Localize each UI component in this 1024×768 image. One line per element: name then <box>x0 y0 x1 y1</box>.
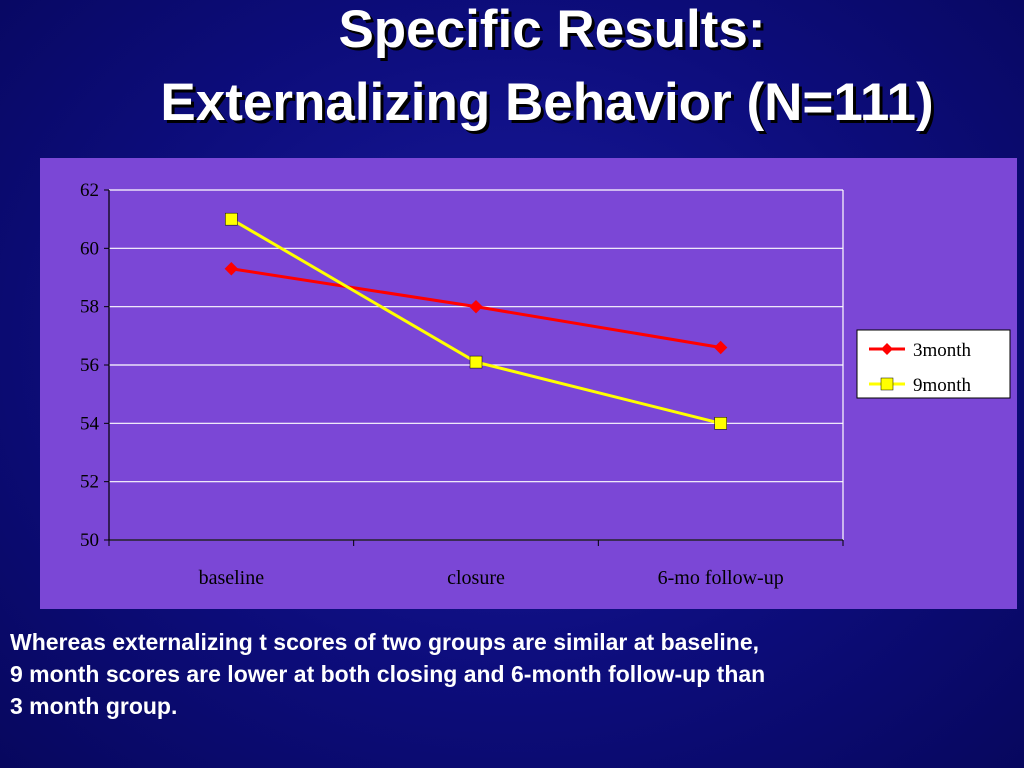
data-point-3month <box>469 299 483 314</box>
y-tick-label: 62 <box>80 180 99 201</box>
y-tick-label: 54 <box>80 413 100 434</box>
title-line-2: Externalizing Behavior (N=111) <box>160 73 934 132</box>
data-point-3month <box>224 262 239 276</box>
series-lines <box>230 217 722 425</box>
legend-marker <box>881 343 893 355</box>
series-line-9month <box>230 217 722 425</box>
caption-line-3: 3 month group. <box>10 693 178 719</box>
y-tick-label: 60 <box>80 238 99 259</box>
x-axis-ticks: baseline closure 6-mo follow-up <box>108 539 844 589</box>
x-tick-label: baseline <box>199 567 265 589</box>
y-tick-label: 58 <box>80 297 99 318</box>
line-chart: 62 60 58 56 54 52 50 baseline closure 6-mo follo… <box>80 180 1011 589</box>
y-tick-label: 56 <box>80 355 99 376</box>
x-tick-label: 6-mo follow-up <box>658 567 784 589</box>
legend: 3month 9month <box>856 329 1011 399</box>
data-point-9month <box>469 355 483 369</box>
y-axis-ticks: 62 60 58 56 54 52 50 <box>80 180 110 551</box>
y-tick-label: 52 <box>80 472 99 493</box>
legend-label: 3month <box>913 340 972 361</box>
caption-line-2: 9 month scores are lower at both closing… <box>10 661 766 687</box>
data-point-9month <box>714 417 727 430</box>
legend-label: 9month <box>913 375 972 396</box>
x-tick-label: closure <box>447 567 505 589</box>
slide-caption: Whereas externalizing t scores of two gr… <box>10 626 1010 722</box>
legend-marker <box>880 377 894 391</box>
chart-area: 62 60 58 56 54 52 50 baseline closure 6-mo follo… <box>40 158 1017 609</box>
y-tick-label: 50 <box>80 530 99 551</box>
title-line-1: Specific Results: <box>338 0 766 59</box>
data-point-9month <box>225 212 238 226</box>
caption-line-1: Whereas externalizing t scores of two gr… <box>10 629 760 655</box>
series-markers <box>224 212 728 430</box>
data-point-3month <box>713 340 728 355</box>
